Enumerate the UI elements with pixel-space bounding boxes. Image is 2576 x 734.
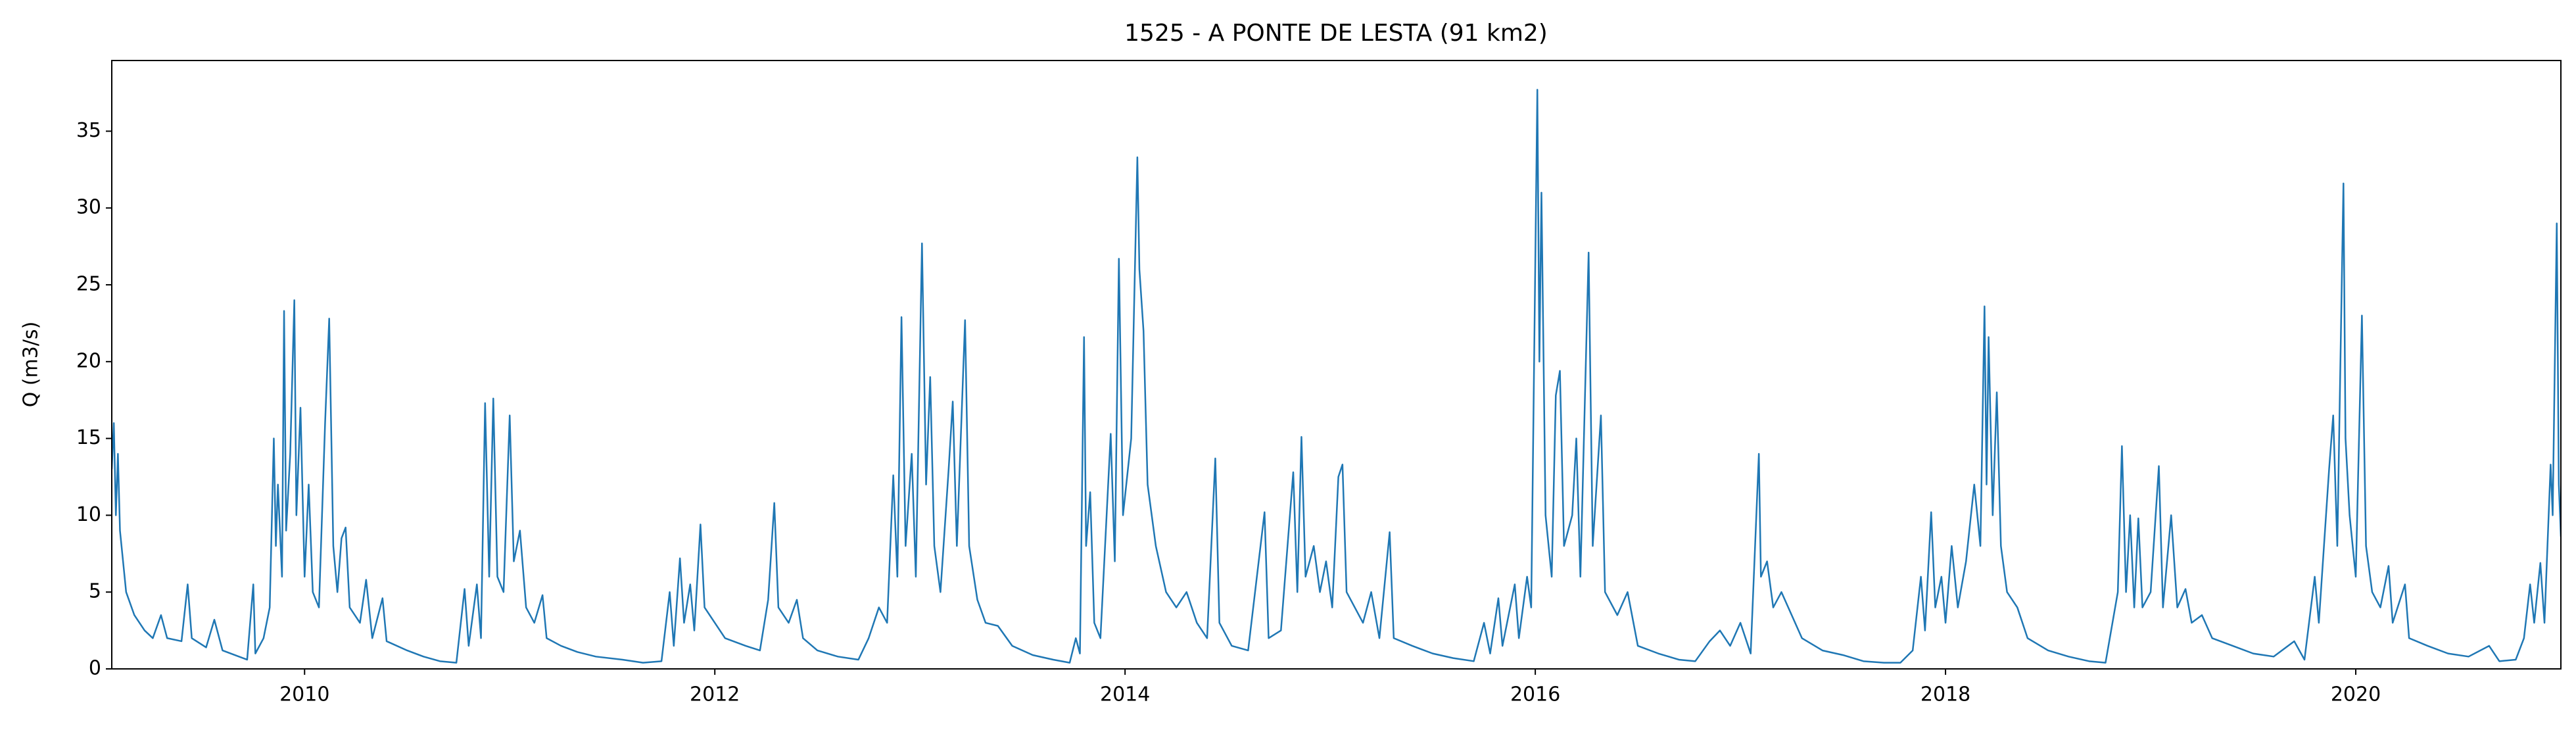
line	[112, 89, 2561, 664]
x-tick-label: 2010	[279, 683, 329, 706]
x-tick-label: 2016	[1510, 683, 1560, 706]
y-tick-label: 10	[76, 503, 101, 526]
x-tick-label: 2012	[690, 683, 740, 706]
x-tick-label: 2020	[2331, 683, 2381, 706]
x-tick-label: 2018	[1920, 683, 1970, 706]
plot-frame	[111, 60, 2562, 670]
y-tick-label: 25	[76, 273, 101, 296]
x-tick-label: 2014	[1100, 683, 1150, 706]
y-tick-label: 5	[89, 580, 101, 603]
y-axis-label: Q (m3/s)	[20, 322, 43, 408]
chart-title: 1525 - A PONTE DE LESTA (91 km2)	[1124, 20, 1548, 47]
y-tick-label: 35	[76, 119, 101, 142]
y-tick-label: 15	[76, 426, 101, 449]
y-tick-label: 30	[76, 196, 101, 219]
y-tick-label: 0	[89, 657, 101, 680]
y-tick-label: 20	[76, 349, 101, 372]
